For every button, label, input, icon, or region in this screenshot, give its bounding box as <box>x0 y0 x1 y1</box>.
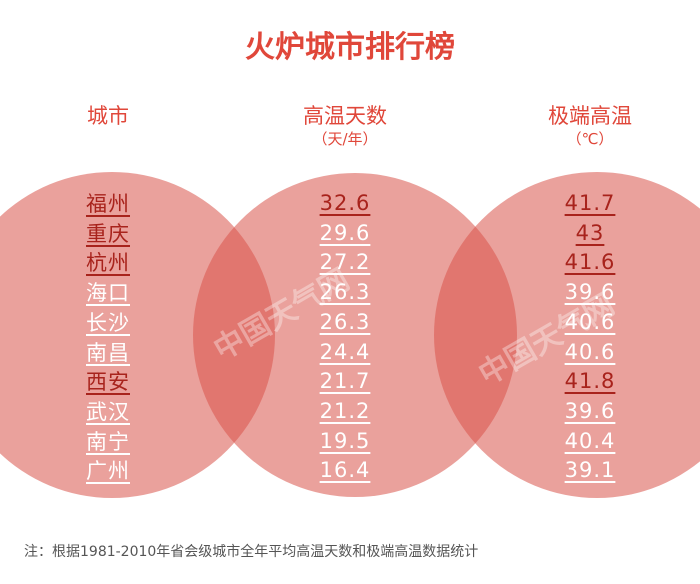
city: 福州 <box>86 192 130 216</box>
city: 南宁 <box>86 429 130 454</box>
column-header: 极端高温 <box>548 104 632 128</box>
value-cell: 26.3 <box>319 309 371 334</box>
value-cell: 21.2 <box>319 398 371 423</box>
column-header: 高温天数 <box>303 104 387 128</box>
value-cell: 27.2 <box>319 250 371 275</box>
circle <box>193 173 517 497</box>
value-cell: 29.6 <box>319 220 371 245</box>
value-cell: 26.3 <box>319 280 371 305</box>
city: 长沙 <box>86 310 130 335</box>
value-cell: 43 <box>575 220 605 245</box>
city: 武汉 <box>86 399 130 424</box>
circle <box>434 172 700 498</box>
column-unit: （℃） <box>566 130 614 148</box>
value-cell: 32.6 <box>319 191 371 215</box>
value-cell: 41.6 <box>564 250 616 275</box>
value-cell: 39.6 <box>564 280 616 305</box>
value-cell: 41.8 <box>564 369 616 394</box>
circle <box>0 172 275 498</box>
city: 海口 <box>86 281 130 306</box>
value-cell: 16.4 <box>319 458 371 483</box>
value-cell: 21.7 <box>319 369 371 394</box>
footnote: 注：根据1981-2010年省会级城市全年平均高温天数和极端高温数据统计 <box>24 544 479 560</box>
city: 广州 <box>86 459 130 484</box>
value-cell: 19.5 <box>319 428 371 453</box>
value-cell: 40.4 <box>564 428 616 453</box>
value-cell: 40.6 <box>564 339 616 364</box>
column-unit: （天/年） <box>312 130 378 148</box>
city: 重庆 <box>86 221 130 246</box>
value-cell: 41.7 <box>564 191 616 215</box>
city: 杭州 <box>86 251 130 276</box>
value-cell: 24.4 <box>319 339 371 364</box>
column-header: 城市 <box>87 104 129 128</box>
city: 西安 <box>86 370 130 395</box>
title: 火炉城市排行榜 <box>245 30 455 65</box>
value-cell: 39.6 <box>564 398 616 423</box>
city: 南昌 <box>86 340 130 365</box>
value-cell: 39.1 <box>564 458 616 483</box>
value-cell: 40.6 <box>564 309 616 334</box>
